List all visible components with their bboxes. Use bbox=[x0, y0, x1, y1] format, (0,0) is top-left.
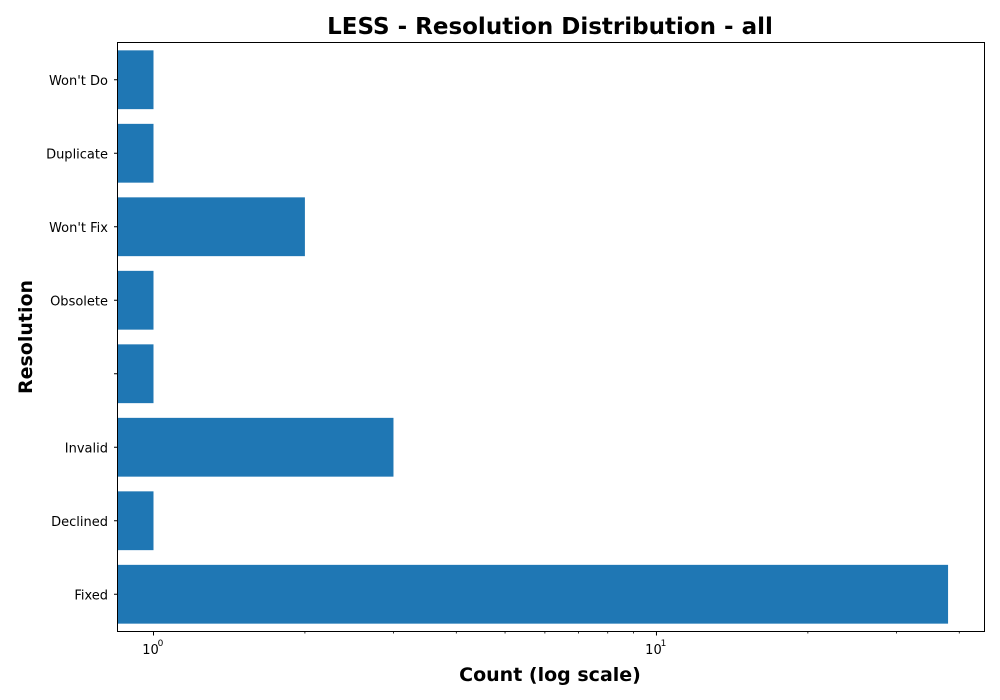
bar bbox=[118, 491, 154, 551]
bar bbox=[118, 417, 394, 477]
bar bbox=[118, 197, 305, 257]
bar bbox=[118, 564, 949, 624]
bars-group bbox=[118, 50, 949, 624]
bar bbox=[118, 123, 154, 183]
x-tick-label: 10 bbox=[645, 643, 662, 658]
x-axis-ticks: 100 101 bbox=[142, 631, 960, 658]
y-tick-label: Invalid bbox=[65, 441, 108, 456]
y-tick-label: Won't Fix bbox=[49, 221, 108, 236]
bar bbox=[118, 50, 154, 110]
x-tick-exponent: 0 bbox=[158, 639, 164, 649]
y-axis-ticks: Fixed Declined Invalid Obsolete Won't Fix Dup… bbox=[46, 74, 118, 603]
bar bbox=[118, 344, 154, 404]
y-tick-label: Won't Do bbox=[49, 74, 108, 89]
y-tick-label: Declined bbox=[51, 515, 108, 530]
x-axis-label: Count (log scale) bbox=[459, 664, 641, 686]
bar bbox=[118, 270, 154, 330]
x-tick-label: 10 bbox=[142, 643, 159, 658]
y-tick-label: Fixed bbox=[74, 588, 108, 603]
y-axis-label: Resolution bbox=[15, 280, 37, 394]
y-tick-label: Duplicate bbox=[46, 147, 108, 162]
x-tick-exponent: 1 bbox=[661, 639, 667, 649]
y-tick-label: Obsolete bbox=[50, 294, 108, 309]
chart-title: LESS - Resolution Distribution - all bbox=[327, 14, 773, 40]
plot-frame bbox=[117, 42, 985, 632]
